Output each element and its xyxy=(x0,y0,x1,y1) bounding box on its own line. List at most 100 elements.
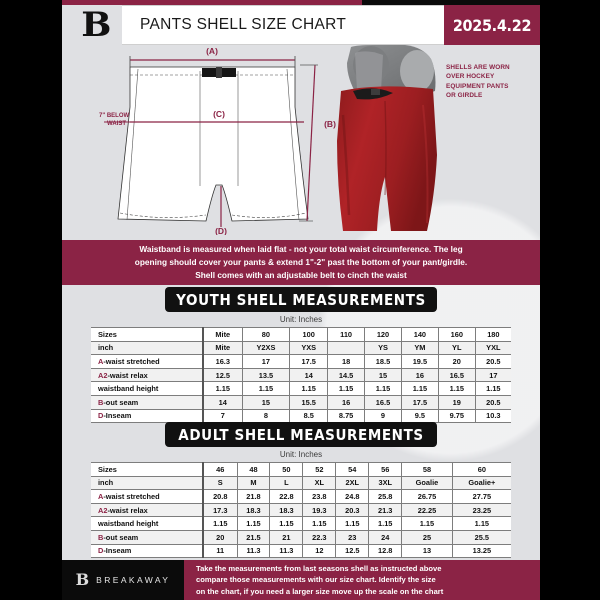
worn-note-line1: SHELLS ARE WORN xyxy=(446,64,510,71)
table-row: D-Inseam 11 11.3 11.3 12 12.5 12.8 13 13.25 xyxy=(91,543,511,559)
adult-header-cell: 3XL xyxy=(368,475,403,491)
youth-value-cell: 14 xyxy=(202,394,243,410)
youth-value-cell: 15 xyxy=(241,394,291,410)
waist-note-line1: 7" BELOW xyxy=(99,113,130,119)
top-accent-strip-maroon xyxy=(62,0,362,5)
youth-value-cell: 16.3 xyxy=(202,354,243,369)
adult-value-cell: 23.25 xyxy=(451,502,511,518)
youth-value-cell: 14.5 xyxy=(327,367,366,383)
adult-header-cell: XL xyxy=(302,475,337,491)
adult-header-cell: M xyxy=(236,475,271,491)
youth-header-cell: YM xyxy=(400,340,439,356)
adult-header-row: inch S M L XL 2XL 3XL Goalie Goalie+ xyxy=(91,475,511,491)
youth-value-cell: 17.5 xyxy=(289,354,329,369)
youth-value-cell: 8.75 xyxy=(327,408,366,424)
youth-value-cell: 16.5 xyxy=(364,394,402,410)
adult-value-cell: 21 xyxy=(269,529,304,545)
youth-value-cell: 7 xyxy=(202,408,243,424)
row-marker: A2 xyxy=(98,505,108,515)
footer-instructions: Take the measurements from last seasons … xyxy=(184,560,540,600)
youth-value-cell: 16 xyxy=(400,367,439,383)
youth-value-cell: 17 xyxy=(474,367,511,383)
table-row: A-waist stretched 20.8 21.8 22.8 23.8 24.8 25.… xyxy=(91,489,511,504)
adult-value-cell: 1.15 xyxy=(269,516,304,531)
youth-header-cell: YXL xyxy=(474,340,511,356)
youth-section: YOUTH SHELL MEASUREMENTS Unit: Inches Si… xyxy=(62,287,540,424)
adult-header-cell: S xyxy=(202,475,238,491)
adult-value-cell: 25.8 xyxy=(368,489,403,504)
adult-value-cell: 24.8 xyxy=(335,489,370,504)
date-badge: 2025.4.22 xyxy=(444,5,540,45)
row-marker: D xyxy=(98,546,104,556)
adult-value-cell: 20.3 xyxy=(335,502,370,518)
adult-value-cell: 18.3 xyxy=(236,502,271,518)
youth-row-label: D-Inseam xyxy=(91,408,204,424)
page-footer: B BREAKAWAY Take the measurements from l… xyxy=(62,560,540,600)
youth-value-cell: 18.5 xyxy=(364,354,402,369)
youth-value-cell: 20 xyxy=(437,354,476,369)
youth-header-cell: 110 xyxy=(327,327,366,342)
adult-value-cell: 1.15 xyxy=(302,516,337,531)
adult-value-cell: 24 xyxy=(368,529,403,545)
youth-row-label: B-out seam xyxy=(91,394,204,410)
product-photo xyxy=(337,45,437,231)
youth-header-cell: YS xyxy=(364,340,402,356)
youth-row-label: A2-waist relax xyxy=(91,367,204,383)
adult-value-cell: 21.5 xyxy=(236,529,271,545)
youth-header-label: inch xyxy=(91,340,204,356)
youth-row-label: A-waist stretched xyxy=(91,354,204,369)
adult-value-cell: 22.3 xyxy=(302,529,337,545)
adult-value-cell: 11 xyxy=(202,543,238,559)
youth-value-cell: 9.5 xyxy=(400,408,439,424)
youth-value-cell: 9.75 xyxy=(437,408,476,424)
youth-value-cell: 8.5 xyxy=(289,408,329,424)
youth-value-cell: 16 xyxy=(327,394,366,410)
adult-header-cell: 2XL xyxy=(335,475,370,491)
adult-value-cell: 21.3 xyxy=(368,502,403,518)
youth-header-row: Sizes Mite 80 100 110 120 140 160 180 xyxy=(91,327,511,342)
youth-value-cell: 14 xyxy=(289,367,329,383)
adult-value-cell: 25 xyxy=(401,529,453,545)
adult-value-cell: 12 xyxy=(302,543,337,559)
row-marker: B xyxy=(98,532,104,542)
adult-value-cell: 13.25 xyxy=(451,543,511,559)
adult-section: ADULT SHELL MEASUREMENTS Unit: Inches Si… xyxy=(62,422,540,559)
adult-header-cell: Goalie+ xyxy=(451,475,511,491)
youth-value-cell: 1.15 xyxy=(364,381,402,396)
adult-header-cell: 48 xyxy=(236,462,271,477)
youth-value-cell: 12.5 xyxy=(202,367,243,383)
banner-line-3: Shell comes with an adjustable belt to c… xyxy=(195,269,407,280)
adult-value-cell: 20.8 xyxy=(202,489,238,504)
youth-section-title: YOUTH SHELL MEASUREMENTS xyxy=(165,287,437,312)
footer-b-icon: B xyxy=(75,570,90,589)
illustration-area: (A) (B) (C) (D) 7" BELOW WAIST xyxy=(62,45,540,235)
youth-value-cell: 16.5 xyxy=(437,367,476,383)
table-row: A2-waist relax 17.3 18.3 18.3 19.3 20.3 21.3 22… xyxy=(91,502,511,518)
adult-measurements-table: Sizes 46 48 50 52 54 56 58 60 inch S M L XL 2XL 3XL Goal… xyxy=(91,462,511,559)
adult-header-cell: 54 xyxy=(335,462,370,477)
pants-technical-drawing: (A) (B) (C) (D) 7" BELOW WAIST xyxy=(99,46,336,235)
row-marker: B xyxy=(98,397,104,407)
adult-value-cell: 1.15 xyxy=(202,516,238,531)
worn-over-note: SHELLS ARE WORN OVER HOCKEY EQUIPMENT PA… xyxy=(446,63,538,100)
youth-value-cell: 19.5 xyxy=(400,354,439,369)
adult-value-cell: 23.8 xyxy=(302,489,337,504)
youth-header-cell: 160 xyxy=(437,327,476,342)
adult-header-cell: 46 xyxy=(202,462,238,477)
adult-header-cell: 50 xyxy=(269,462,304,477)
adult-header-label: inch xyxy=(91,475,204,491)
page-title: PANTS SHELL SIZE CHART xyxy=(140,16,347,33)
footer-brand-name: BREAKAWAY xyxy=(96,575,171,585)
adult-header-cell: 52 xyxy=(302,462,337,477)
youth-unit-label: Unit: Inches xyxy=(279,315,323,324)
youth-header-cell: YXS xyxy=(289,340,329,356)
adult-value-cell: 1.15 xyxy=(401,516,453,531)
adult-header-label: Sizes xyxy=(91,462,204,477)
youth-value-cell: 17.5 xyxy=(400,394,439,410)
youth-header-cell: 180 xyxy=(474,327,511,342)
adult-row-label: waistband height xyxy=(91,516,204,531)
youth-header-cell xyxy=(327,340,366,356)
adult-value-cell: 11.3 xyxy=(269,543,304,559)
table-row: waistband height 1.15 1.15 1.15 1.15 1.15 1.15… xyxy=(91,381,511,396)
